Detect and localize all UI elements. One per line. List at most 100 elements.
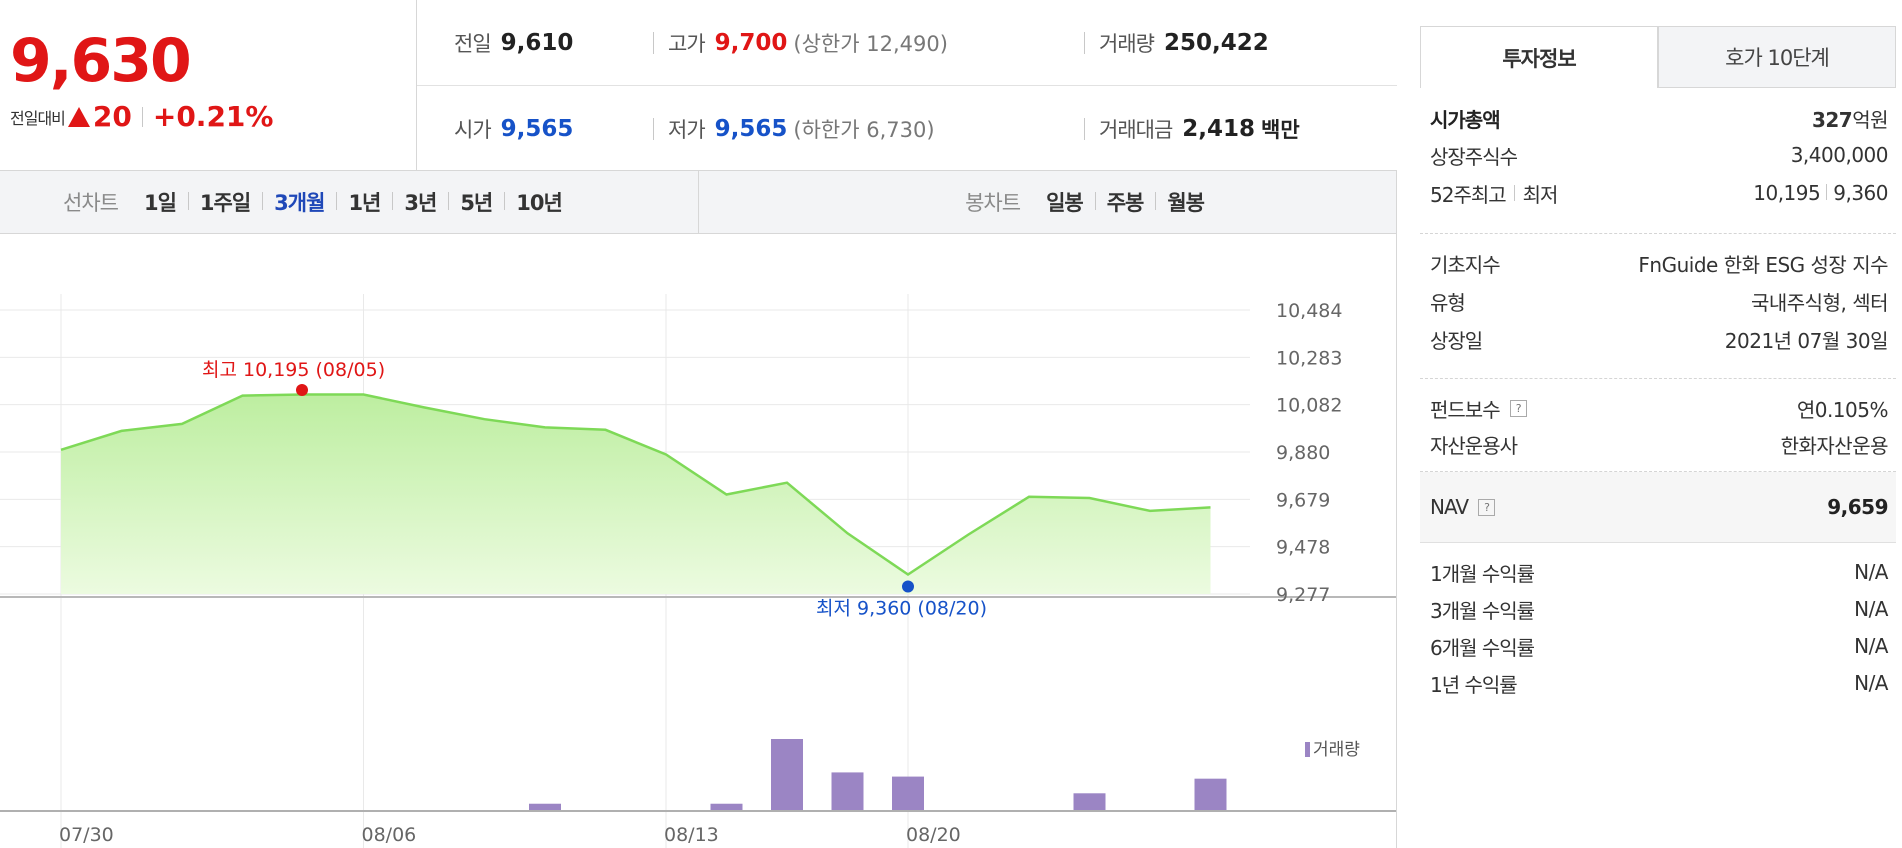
help-icon[interactable]: ?: [1509, 399, 1527, 417]
tab-1w[interactable]: 1주일: [187, 187, 262, 217]
info-label: 상장일: [1430, 328, 1483, 353]
info-value: 327억원: [1811, 104, 1889, 133]
candle-chart-tabs: 봉차트 일봉 주봉 월봉: [699, 171, 1396, 233]
tab-3m[interactable]: 3개월: [262, 187, 336, 217]
stat-amount: 거래대금 2,418 백만: [1084, 86, 1300, 171]
row-index: 기초지수 FnGuide 한화 ESG 성장 지수: [1430, 248, 1888, 278]
row-52week: 52주최고 최저 10,195 9,360: [1430, 178, 1888, 208]
tab-order-book-10[interactable]: 호가 10단계: [1658, 26, 1896, 88]
tab-daily[interactable]: 일봉: [1046, 191, 1084, 215]
stat-open: 시가 9,565: [454, 86, 573, 171]
stat-label: 전일: [454, 31, 492, 56]
w52-low: 9,360: [1833, 181, 1888, 205]
y-tick-label: 9,478: [1276, 537, 1330, 559]
tab-monthly[interactable]: 월봉: [1155, 187, 1216, 217]
investment-info-panel: 투자정보 호가 10단계 시가총액 327억원 상장주식수 3,400,000 …: [1400, 0, 1902, 848]
info-label: 펀드보수?: [1430, 394, 1527, 423]
stats-row-2: 시가 9,565 저가 9,565 (하한가 6,730) 거래대금 2,418…: [417, 86, 1397, 171]
info-label: 기초지수: [1430, 252, 1501, 277]
row-market-cap: 시가총액 327억원: [1430, 103, 1888, 133]
x-tick-label: 08/06: [362, 824, 417, 846]
y-tick-label: 10,484: [1276, 300, 1342, 322]
info-value: N/A: [1854, 671, 1888, 695]
divider: [653, 31, 654, 54]
y-tick-label: 9,880: [1276, 442, 1330, 464]
info-label: 6개월 수익률: [1430, 635, 1535, 660]
x-tick-label: 08/20: [906, 824, 961, 846]
stat-value: 9,565: [500, 115, 574, 142]
quote-stats: 전일 9,610 고가 9,700 (상한가 12,490) 거래량 250,4…: [417, 0, 1397, 171]
price-chart: 10,484 10,283 10,082 9,880 9,679 9,478 9,277 07…: [0, 234, 1397, 848]
stat-prev: 전일 9,610: [454, 0, 573, 85]
info-value: 한화자산운용: [1780, 433, 1889, 458]
volume-legend: 거래량: [1313, 740, 1360, 760]
tab-3y[interactable]: 3년: [392, 187, 448, 217]
stat-value: 2,418: [1182, 115, 1256, 142]
volume-bar: [1073, 793, 1106, 810]
row-type: 유형 국내주식형, 섹터: [1430, 286, 1889, 316]
change-percent: +0.21%: [152, 100, 274, 133]
price-line: [60, 393, 1211, 577]
lower-limit: (하한가 6,730): [793, 117, 935, 142]
info-value: 연0.105%: [1796, 397, 1889, 422]
volume-bar: [1194, 778, 1227, 810]
info-value: 9,659: [1827, 495, 1888, 519]
info-label: 자산운용사: [1430, 433, 1518, 458]
info-value: N/A: [1854, 634, 1888, 658]
volume-bar: [831, 772, 864, 810]
row-return-1m: 1개월 수익률 N/A: [1430, 557, 1888, 587]
row-return-1y: 1년 수익률 N/A: [1430, 668, 1888, 698]
info-section-index: 기초지수 FnGuide 한화 ESG 성장 지수 유형 국내주식형, 섹터 상…: [1420, 234, 1896, 379]
y-tick-label: 10,082: [1276, 395, 1342, 417]
stat-high: 고가 9,700 (상한가 12,490): [653, 0, 948, 85]
stat-value: 250,422: [1163, 29, 1269, 56]
current-price-box: 9,630 전일대비 20 +0.21%: [0, 0, 417, 171]
x-tick-label: 07/30: [59, 824, 114, 846]
volume-bar: [771, 739, 803, 810]
change-amount: 20: [65, 100, 132, 133]
stat-value: 9,610: [500, 29, 574, 56]
row-listed: 상장일 2021년 07월 30일: [1430, 324, 1889, 354]
info-tabs: 투자정보 호가 10단계: [1420, 26, 1896, 88]
divider: [141, 106, 143, 127]
info-value: FnGuide 한화 ESG 성장 지수: [1638, 252, 1888, 277]
help-icon[interactable]: ?: [1478, 498, 1496, 516]
tab-weekly[interactable]: 주봉: [1094, 187, 1156, 217]
stat-label: 고가: [668, 31, 706, 56]
info-section-market: 시가총액 327억원 상장주식수 3,400,000 52주최고 최저 10,19…: [1420, 88, 1896, 234]
high-annotation: 최고 10,195 (08/05): [202, 359, 385, 381]
w52-high: 10,195: [1753, 181, 1821, 205]
row-manager: 자산운용사 한화자산운용: [1430, 429, 1889, 459]
info-label: 시가총액: [1430, 107, 1501, 132]
info-value: 2021년 07월 30일: [1724, 328, 1889, 353]
info-value: 10,195 9,360: [1753, 181, 1888, 205]
upper-limit: (상한가 12,490): [793, 31, 948, 56]
divider: [1826, 184, 1828, 200]
tab-10y[interactable]: 10년: [504, 187, 574, 217]
stat-label: 거래대금: [1099, 117, 1173, 142]
line-chart-tabs: 선차트 1일 1주일 3개월 1년 3년 5년 10년: [0, 171, 699, 233]
tab-5y[interactable]: 5년: [448, 187, 504, 217]
stat-label: 시가: [454, 117, 492, 142]
stat-volume: 거래량 250,422: [1084, 0, 1269, 85]
tab-1y[interactable]: 1년: [336, 187, 392, 217]
market-cap-number: 327: [1811, 107, 1853, 132]
price-chart-svg: 10,484 10,283 10,082 9,880 9,679 9,478 9,277 07…: [0, 294, 1396, 848]
divider: [1513, 185, 1515, 201]
tab-invest-info[interactable]: 투자정보: [1420, 26, 1658, 88]
volume-bar: [710, 803, 743, 810]
chart-period-tabs: 선차트 1일 1주일 3개월 1년 3년 5년 10년 봉차트 일봉 주봉 월봉: [0, 171, 1397, 234]
low-point-marker: [902, 580, 914, 593]
info-label: 상장주식수: [1430, 144, 1518, 169]
volume-bar: [529, 803, 561, 810]
info-value: N/A: [1854, 597, 1888, 621]
row-nav: NAV? 9,659: [1430, 492, 1888, 522]
info-value: 국내주식형, 섹터: [1750, 290, 1889, 315]
candle-chart-label: 봉차트: [965, 191, 1021, 215]
stat-value: 9,565: [714, 115, 788, 142]
divider: [653, 117, 654, 140]
y-tick-label: 9,679: [1276, 489, 1330, 511]
info-label: 52주최고 최저: [1430, 179, 1558, 208]
low-annotation: 최저 9,360 (08/20): [816, 597, 987, 619]
tab-1d[interactable]: 1일: [143, 191, 177, 215]
